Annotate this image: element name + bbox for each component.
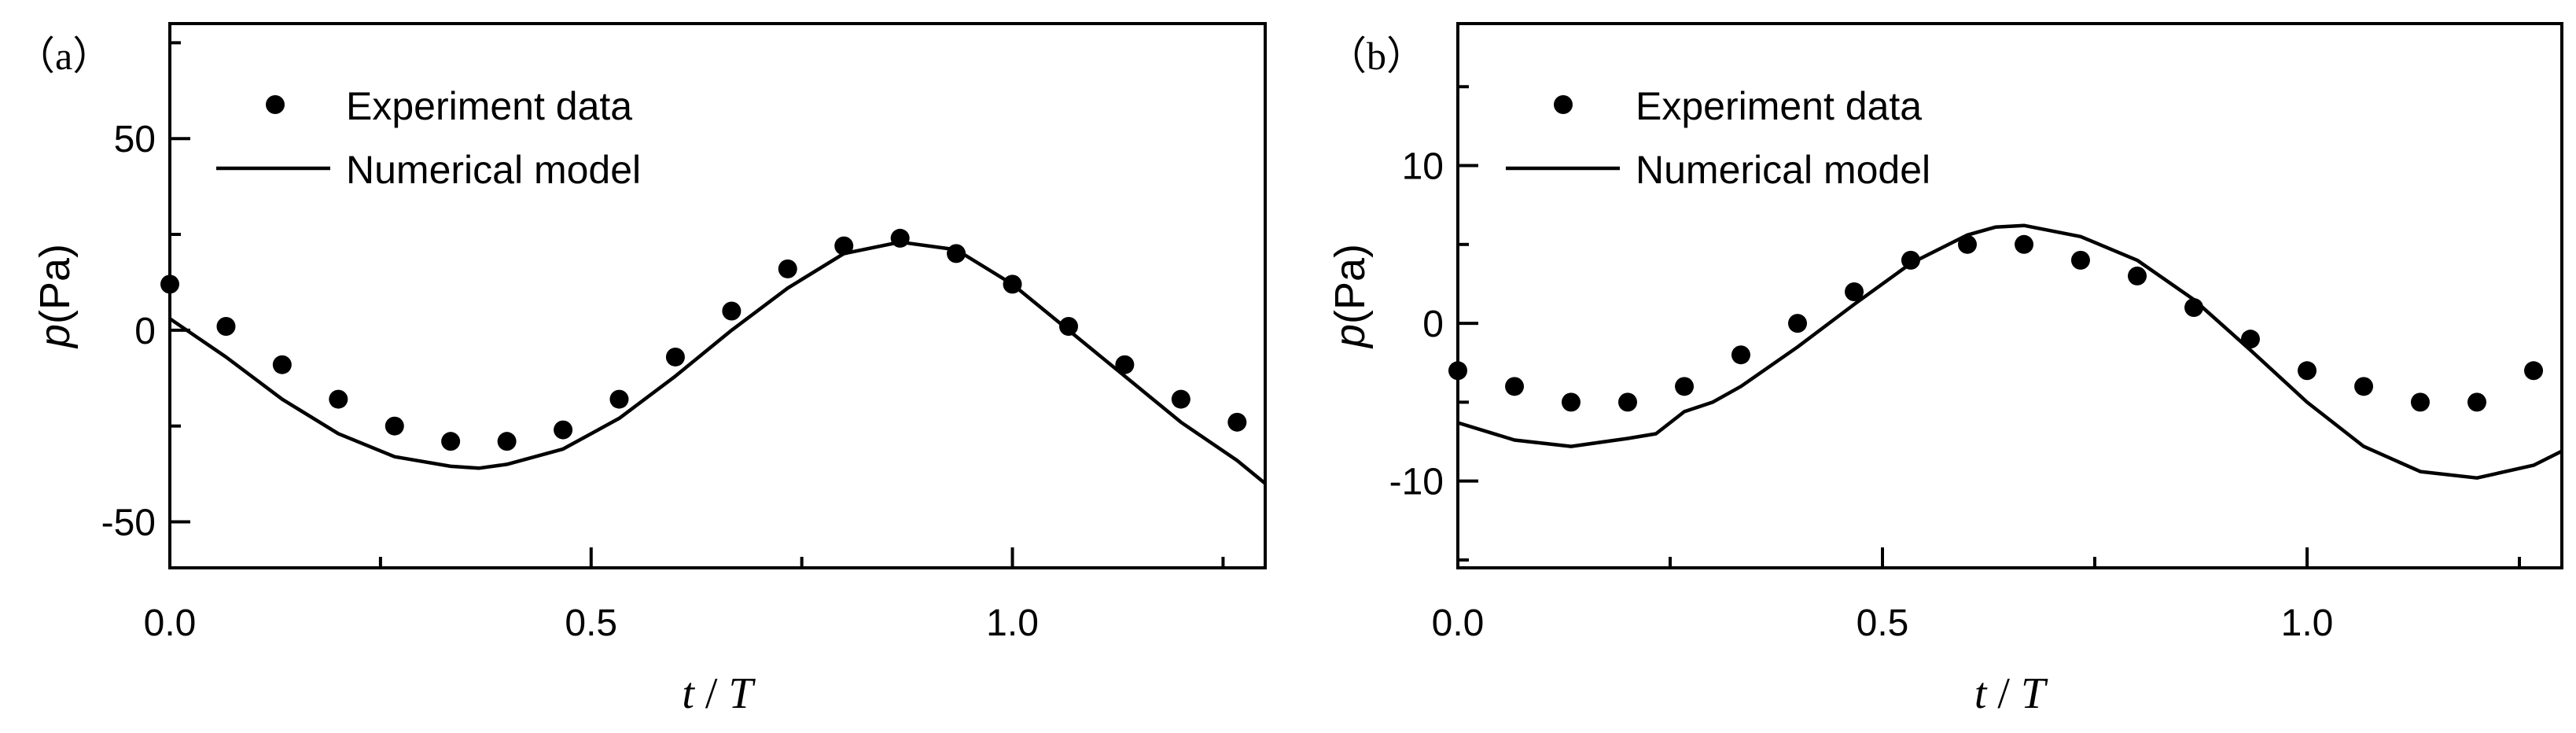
data-point bbox=[1618, 392, 1637, 412]
legend-label: Numerical model bbox=[1636, 148, 1930, 192]
x-axis-label-sep: / bbox=[694, 669, 729, 718]
data-point bbox=[722, 301, 742, 321]
x-tick-label: 0.5 bbox=[565, 602, 617, 644]
data-point bbox=[1561, 392, 1581, 412]
data-point bbox=[2354, 377, 2374, 396]
chart-panel-a: 0.0 0.5 1.0 50 0 -50 （a） p(Pa) t / T Experiment d… bbox=[16, 22, 1267, 718]
x-tick-label: 0.5 bbox=[1857, 602, 1909, 644]
data-point bbox=[2298, 361, 2317, 381]
x-tick-label: 1.0 bbox=[986, 602, 1039, 644]
data-point bbox=[2070, 250, 2090, 270]
y-tick-label: 50 bbox=[114, 119, 156, 160]
y-axis-label-symbol: p bbox=[31, 324, 79, 349]
y-tick-label: 10 bbox=[1402, 146, 1444, 188]
data-point bbox=[778, 259, 797, 278]
x-axis-label-t: t bbox=[1974, 669, 1988, 718]
x-axis-label-sep: / bbox=[1986, 669, 2021, 718]
series-line-numerical-model bbox=[1457, 223, 2563, 480]
data-point bbox=[2467, 392, 2486, 412]
data-point bbox=[1448, 361, 1467, 381]
data-point bbox=[2410, 392, 2430, 412]
chart-panel-b: 0.0 0.5 1.0 10 0 -10 （b） p(Pa) t / T Experiment d… bbox=[1327, 22, 2563, 718]
data-point bbox=[1505, 377, 1525, 396]
data-point bbox=[554, 420, 573, 440]
data-point bbox=[160, 274, 179, 294]
series-line-numerical-model bbox=[168, 240, 1267, 485]
x-axis-label-T: T bbox=[728, 669, 756, 718]
legend-label: Experiment data bbox=[1636, 84, 1922, 128]
data-point bbox=[834, 236, 854, 256]
data-point bbox=[1171, 389, 1190, 409]
x-axis-label: t / T bbox=[682, 669, 756, 718]
y-axis-label: p(Pa) bbox=[1327, 244, 1374, 349]
legend-label: Experiment data bbox=[346, 84, 632, 128]
y-axis-label-unit: (Pa) bbox=[1327, 244, 1374, 324]
data-point bbox=[1958, 234, 1977, 254]
data-point bbox=[1731, 345, 1750, 365]
data-point bbox=[609, 389, 629, 409]
legend: Experiment data Numerical model bbox=[216, 84, 641, 192]
panel-label: （b） bbox=[1327, 34, 1426, 78]
legend-marker-dot bbox=[1554, 95, 1573, 114]
y-tick-label: -50 bbox=[101, 503, 156, 544]
legend: Experiment data Numerical model bbox=[1506, 84, 1930, 192]
legend-marker-dot bbox=[266, 95, 285, 114]
data-point bbox=[1675, 377, 1695, 396]
data-point bbox=[1059, 316, 1079, 336]
y-tick-label: -10 bbox=[1389, 462, 1444, 503]
x-axis-label-T: T bbox=[2021, 669, 2048, 718]
data-point bbox=[1788, 314, 1807, 333]
data-point bbox=[385, 416, 404, 436]
data-point bbox=[1227, 412, 1247, 432]
panel-label: （a） bbox=[16, 34, 112, 78]
x-axis-label-t: t bbox=[682, 669, 695, 718]
data-point bbox=[2015, 234, 2034, 254]
x-tick-label: 1.0 bbox=[2281, 602, 2334, 644]
data-point bbox=[2524, 361, 2544, 381]
data-point bbox=[1845, 282, 1864, 301]
data-point bbox=[329, 389, 348, 409]
y-tick-label: 0 bbox=[1422, 304, 1444, 345]
x-tick-label: 0.0 bbox=[144, 602, 197, 644]
data-point bbox=[272, 355, 292, 374]
data-point bbox=[497, 432, 517, 451]
data-point bbox=[2128, 266, 2147, 285]
legend-label: Numerical model bbox=[346, 148, 641, 192]
plot-frame bbox=[1456, 22, 2563, 569]
y-tick-label: 0 bbox=[134, 311, 156, 352]
x-tick-label: 0.0 bbox=[1432, 602, 1485, 644]
y-axis-label-unit: (Pa) bbox=[31, 244, 79, 324]
y-axis-label-symbol: p bbox=[1327, 324, 1374, 349]
data-point bbox=[216, 316, 236, 336]
data-point bbox=[441, 432, 461, 451]
data-point bbox=[665, 347, 685, 366]
data-point bbox=[1115, 355, 1135, 374]
plot-frame bbox=[168, 22, 1267, 569]
y-axis-label: p(Pa) bbox=[31, 244, 79, 349]
x-axis-label: t / T bbox=[1974, 669, 2048, 718]
